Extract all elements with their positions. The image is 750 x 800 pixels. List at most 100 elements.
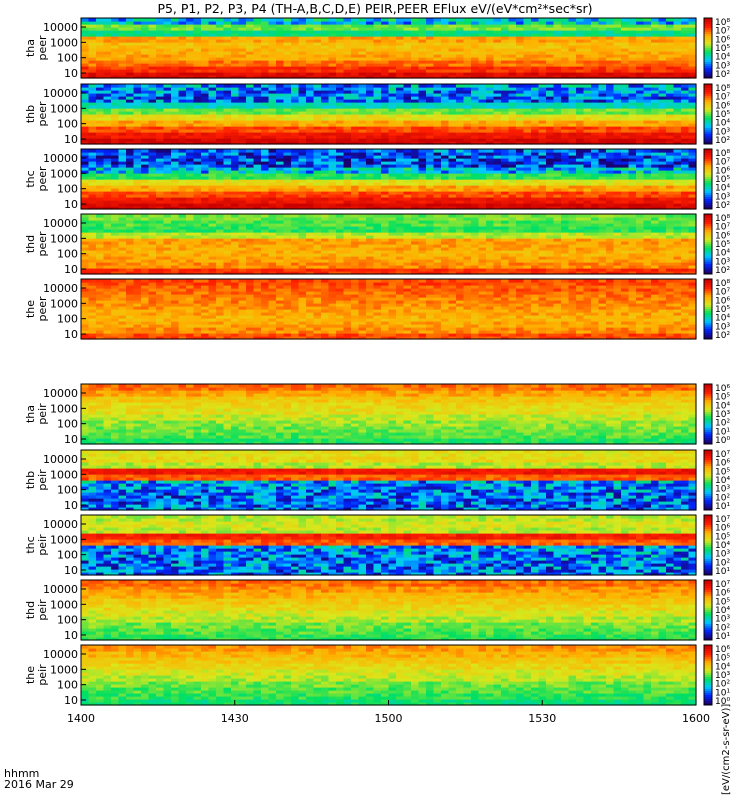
heatmap-cells xyxy=(81,384,697,445)
colorbar-tick-label: 10⁷ xyxy=(715,288,730,298)
panel-instrument-label: peer xyxy=(36,35,49,61)
heatmap-cells xyxy=(81,84,697,145)
panel-the-peir: 10 100 1000 10000 the peir 10⁶10⁵10⁴10³10²10¹1… xyxy=(24,644,730,707)
panel-instrument-label: peer xyxy=(36,231,49,257)
panel-probe-label: thc xyxy=(24,170,37,187)
y-tick-label: 10000 xyxy=(43,583,78,596)
y-tick-label: 100 xyxy=(57,183,78,196)
y-tick-label: 10000 xyxy=(43,648,78,661)
colorbar-tick-label: 10⁶ xyxy=(715,166,730,176)
colorbar-tick-label: 10⁵ xyxy=(715,240,730,250)
y-tick-label: 1000 xyxy=(50,36,78,49)
colorbar-tick-label: 10⁴ xyxy=(715,53,730,63)
y-tick-label: 10 xyxy=(64,694,78,707)
y-tick-label: 1000 xyxy=(50,297,78,310)
y-tick-label: 10000 xyxy=(43,387,78,400)
y-tick-label: 10000 xyxy=(43,282,78,295)
colorbar-tick-label: 10⁴ xyxy=(715,662,730,672)
y-tick-label: 1000 xyxy=(50,232,78,245)
heatmap-cells xyxy=(81,645,697,706)
colorbar-tick-label: 10⁴ xyxy=(715,249,730,259)
panel-probe-label: tha xyxy=(24,39,37,57)
y-tick-label: 100 xyxy=(57,52,78,65)
colorbar-tick-label: 10⁰ xyxy=(715,436,730,446)
colorbar-tick-label: 10² xyxy=(715,558,730,568)
panel-probe-label: thd xyxy=(24,235,37,253)
colorbar-tick-label: 10⁵ xyxy=(715,110,730,120)
heatmap-cells xyxy=(81,450,697,511)
panel-frame xyxy=(80,213,697,275)
colorbar-tick-label: 10⁶ xyxy=(715,645,730,655)
y-tick-label: 10 xyxy=(64,198,78,211)
heatmap-cells xyxy=(81,214,697,275)
y-tick-label: 100 xyxy=(57,248,78,261)
panel-instrument-label: peir xyxy=(36,664,49,686)
colorbar-tick-label: 10¹ xyxy=(715,427,730,437)
colorbar-tick-label: 10³ xyxy=(715,671,730,681)
colorbar-tick-label: 10⁸ xyxy=(715,214,730,224)
colorbar-tick-label: 10⁶ xyxy=(715,35,730,45)
colorbar-tick-label: 10⁴ xyxy=(715,119,730,129)
panel-instrument-label: peer xyxy=(36,296,49,322)
y-tick-label: 10 xyxy=(64,433,78,446)
colorbar-tick-label: 10³ xyxy=(715,322,730,332)
y-tick-label: 10 xyxy=(64,499,78,512)
colorbar-tick-label: 10⁶ xyxy=(715,296,730,306)
panel-instrument-label: peir xyxy=(36,534,49,556)
y-tick-label: 100 xyxy=(57,418,78,431)
colorbar-tick-label: 10² xyxy=(715,201,730,211)
panel-probe-label: the xyxy=(24,300,37,318)
colorbar-tick-label: 10³ xyxy=(715,615,730,625)
colorbar-tick-label: 10⁷ xyxy=(715,580,730,590)
panel-tha-peir: 10 100 1000 10000 tha peir 10⁶10⁵10⁴10³10²10¹1… xyxy=(24,383,730,446)
panel-thd-peer: 10 100 1000 10000 thd peer 10⁸10⁷10⁶10⁵10⁴10³1… xyxy=(24,213,730,276)
y-tick-label: 10 xyxy=(64,328,78,341)
panel-probe-label: the xyxy=(24,666,37,684)
colorbar-tick-label: 10⁵ xyxy=(715,305,730,315)
colorbar-tick-label: 10⁵ xyxy=(715,393,730,403)
panel-instrument-label: peer xyxy=(36,101,49,127)
y-tick-label: 10 xyxy=(64,629,78,642)
colorbar-tick-label: 10⁷ xyxy=(715,93,730,103)
panel-probe-label: thd xyxy=(24,601,37,619)
colorbar-tick-label: 10³ xyxy=(715,192,730,202)
colorbar-tick-label: 10⁷ xyxy=(715,158,730,168)
colorbar-tick-label: 10⁸ xyxy=(715,279,730,289)
colorbar-tick-label: 10⁵ xyxy=(715,654,730,664)
colorbar-tick-label: 10³ xyxy=(715,485,730,495)
y-tick-label: 100 xyxy=(57,484,78,497)
panel-probe-label: tha xyxy=(24,405,37,423)
colorbar-tick-label: 10² xyxy=(715,70,730,80)
chart-title: P5, P1, P2, P3, P4 (TH-A,B,C,D,E) PEIR,P… xyxy=(157,1,593,16)
panel-frame xyxy=(80,278,697,340)
y-tick-label: 10 xyxy=(64,564,78,577)
heatmap-cells xyxy=(81,279,697,340)
y-tick-label: 1000 xyxy=(50,468,78,481)
colorbar-tick-label: 10² xyxy=(715,331,730,341)
date-label: 2016 Mar 29 xyxy=(4,778,74,791)
colorbar-tick-label: 10⁵ xyxy=(715,532,730,542)
y-tick-label: 1000 xyxy=(50,663,78,676)
colorbar-tick-label: 10³ xyxy=(715,257,730,267)
panel-frame xyxy=(80,83,697,145)
colorbar-tick-label: 10⁶ xyxy=(715,101,730,111)
colorbar-tick-label: 10⁵ xyxy=(715,44,730,54)
colorbar-tick-label: 10⁶ xyxy=(715,231,730,241)
colorbar-tick-label: 10⁵ xyxy=(715,467,730,477)
panel-frame xyxy=(80,383,697,445)
colorbar-tick-label: 10⁴ xyxy=(715,401,730,411)
colorbar-tick-label: 10⁰ xyxy=(715,697,730,707)
heatmap-cells xyxy=(81,149,697,210)
y-tick-label: 100 xyxy=(57,679,78,692)
y-tick-label: 10 xyxy=(64,133,78,146)
colorbar-tick-label: 10² xyxy=(715,266,730,276)
y-tick-label: 1000 xyxy=(50,402,78,415)
panel-frame xyxy=(80,449,697,511)
colorbar-tick-label: 10¹ xyxy=(715,688,730,698)
